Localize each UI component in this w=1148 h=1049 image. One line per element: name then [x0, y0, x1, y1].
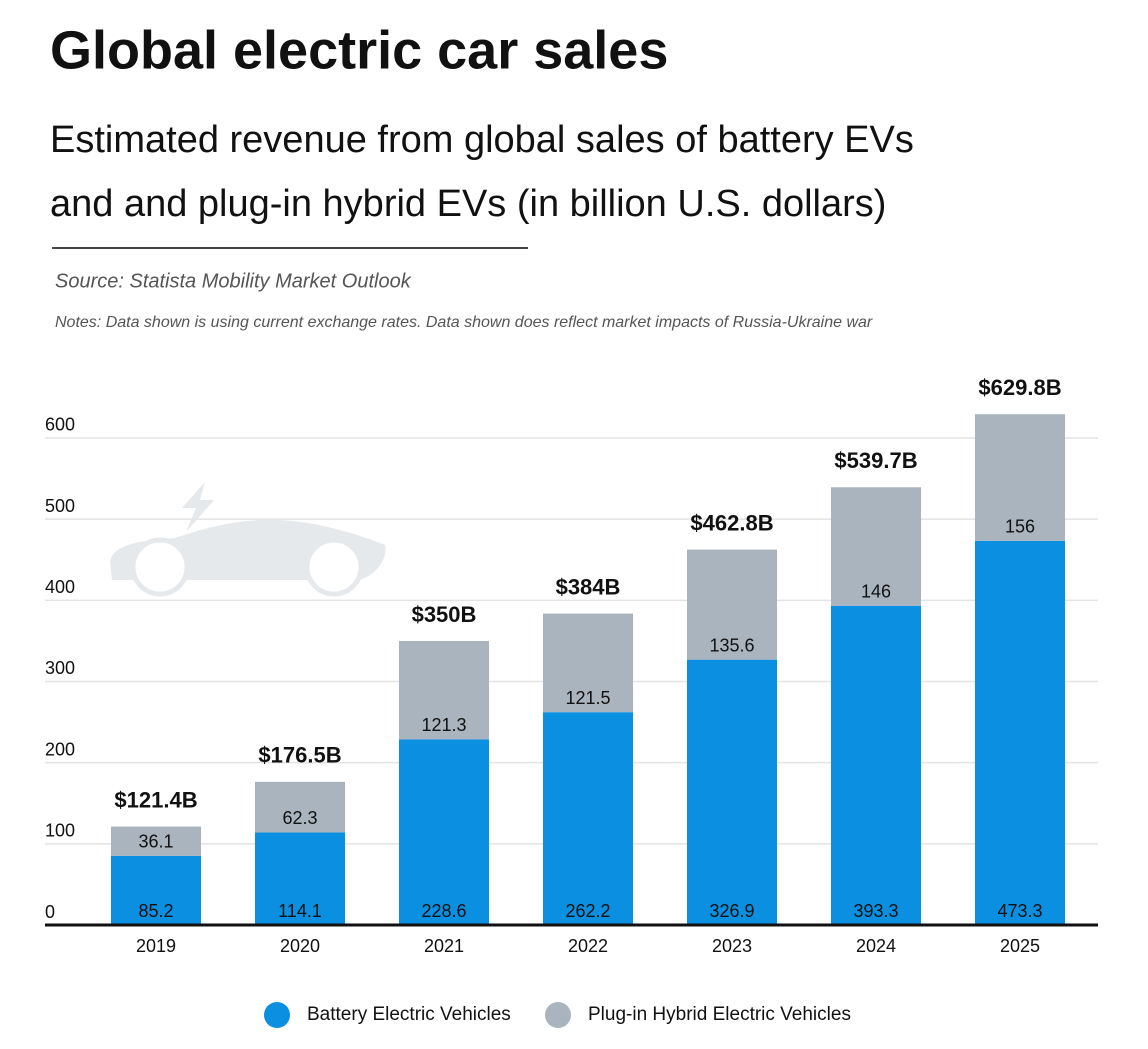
y-tick-label: 200: [45, 739, 75, 759]
value-label: 393.3: [853, 901, 898, 921]
total-label: $384B: [556, 574, 621, 599]
total-label: $462.8B: [690, 510, 773, 535]
bar-segment: [399, 640, 489, 740]
x-tick-label: 2019: [136, 936, 176, 956]
bar-segment: [255, 781, 345, 833]
y-tick-label: 600: [45, 415, 75, 435]
chart-title: Global electric car sales: [50, 20, 668, 80]
y-tick-label: 0: [45, 902, 55, 922]
chart-subtitle: and and plug-in hybrid EVs (in billion U…: [50, 183, 886, 225]
x-tick-label: 2020: [280, 936, 320, 956]
legend-swatch: [545, 1002, 571, 1028]
bar-segment: [687, 549, 777, 660]
bar-segment: [543, 613, 633, 713]
x-tick-label: 2021: [424, 936, 464, 956]
value-label: 62.3: [282, 808, 317, 828]
value-label: 262.2: [565, 901, 610, 921]
total-label: $539.7B: [834, 448, 917, 473]
value-label: 121.5: [565, 688, 610, 708]
bar-segment: [975, 540, 1065, 925]
chart-subtitle: Estimated revenue from global sales of b…: [50, 119, 914, 161]
bar-segment: [111, 826, 201, 856]
value-label: 135.6: [709, 635, 754, 655]
legend-swatch: [264, 1002, 290, 1028]
total-label: $121.4B: [114, 787, 197, 812]
y-tick-label: 300: [45, 658, 75, 678]
bar-segment: [831, 487, 921, 606]
total-label: $629.8B: [978, 375, 1061, 400]
y-tick-label: 100: [45, 821, 75, 841]
value-label: 146: [861, 582, 891, 602]
value-label: 156: [1005, 517, 1035, 537]
bar-segment: [111, 855, 201, 925]
value-label: 228.6: [421, 901, 466, 921]
bar-segment: [543, 712, 633, 925]
source: Source: Statista Mobility Market Outlook: [55, 270, 412, 292]
legend-label: Battery Electric Vehicles: [307, 1004, 511, 1025]
x-tick-label: 2024: [856, 936, 896, 956]
value-label: 326.9: [709, 901, 754, 921]
car-icon: [110, 482, 386, 597]
x-tick-label: 2025: [1000, 936, 1040, 956]
bar-segment: [255, 832, 345, 925]
bar-segment: [975, 414, 1065, 541]
value-label: 85.2: [138, 901, 173, 921]
bar-segment: [831, 605, 921, 925]
total-label: $176.5B: [258, 743, 341, 768]
value-label: 473.3: [997, 901, 1042, 921]
bar-segment: [687, 659, 777, 925]
value-label: 36.1: [138, 832, 173, 852]
legend-label: Plug-in Hybrid Electric Vehicles: [588, 1004, 851, 1025]
y-tick-label: 500: [45, 496, 75, 516]
value-label: 121.3: [421, 715, 466, 735]
value-label: 114.1: [278, 901, 322, 921]
y-tick-label: 400: [45, 577, 75, 597]
total-label: $350B: [412, 602, 477, 627]
x-tick-label: 2023: [712, 936, 752, 956]
bar-segment: [399, 739, 489, 925]
notes: Notes: Data shown is using current excha…: [55, 314, 873, 331]
x-tick-label: 2022: [568, 936, 608, 956]
